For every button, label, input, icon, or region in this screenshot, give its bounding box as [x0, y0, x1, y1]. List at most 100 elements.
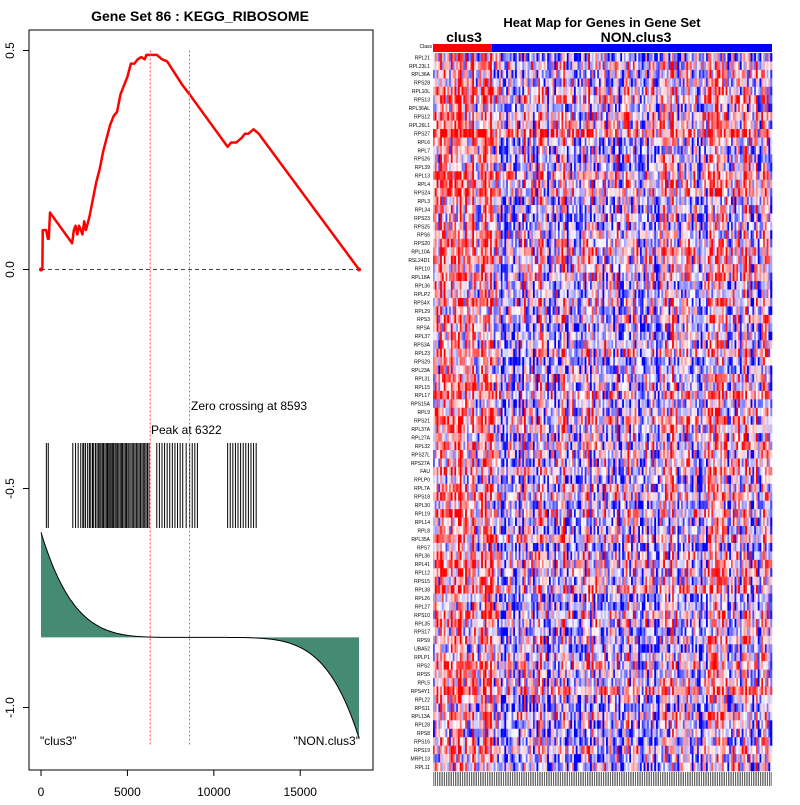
heatmap-cell [454, 298, 456, 307]
heatmap-cell [454, 433, 456, 442]
heatmap-cell [472, 129, 474, 138]
heatmap-cell [533, 323, 535, 332]
heatmap-cell [440, 61, 442, 70]
heatmap-cell [497, 492, 499, 501]
heatmap-cell [483, 501, 485, 510]
heatmap-cell [445, 695, 447, 704]
heatmap-cell [499, 146, 501, 155]
heatmap-cell [472, 349, 474, 358]
heatmap-cell [490, 205, 492, 214]
heatmap-cell [447, 222, 449, 231]
heatmap-cell [531, 87, 533, 96]
heatmap-cell [504, 433, 506, 442]
heatmap-cell [492, 720, 494, 729]
heatmap-cell [467, 687, 469, 696]
heatmap-cell [526, 306, 528, 315]
heatmap-cell [478, 475, 480, 484]
heatmap-cell [490, 644, 492, 653]
heatmap-cell [499, 568, 501, 577]
heatmap-cell [517, 670, 519, 679]
heatmap-cell [469, 247, 471, 256]
heatmap-cell [497, 137, 499, 146]
heatmap-cell [470, 239, 472, 248]
heatmap-cell [487, 408, 489, 417]
heatmap-cell [476, 543, 478, 552]
heatmap-cell [451, 349, 453, 358]
heatmap-cell [449, 53, 451, 62]
heatmap-cell [470, 171, 472, 180]
heatmap-cell [528, 644, 530, 653]
heatmap-cell [490, 256, 492, 265]
heatmap-cell [520, 366, 522, 375]
heatmap-cell [492, 374, 494, 383]
heatmap-cell [499, 501, 501, 510]
heatmap-cell [495, 653, 497, 662]
heatmap-cell [512, 61, 514, 70]
heatmap-cell [535, 197, 537, 206]
heatmap-cell [499, 104, 501, 113]
heatmap-cell [472, 585, 474, 594]
heatmap-cell [481, 543, 483, 552]
heatmap-cell [522, 560, 524, 569]
heatmap-cell [451, 636, 453, 645]
heatmap-cell [433, 619, 435, 628]
heatmap-cell [494, 467, 496, 476]
heatmap-cell [524, 526, 526, 535]
heatmap-cell [453, 61, 455, 70]
heatmap-cell [510, 374, 512, 383]
heatmap-cell [501, 467, 503, 476]
heatmap-cell [485, 213, 487, 222]
heatmap-cell [481, 433, 483, 442]
heatmap-cell [499, 746, 501, 755]
heatmap-cell [453, 661, 455, 670]
heatmap-cell [508, 391, 510, 400]
heatmap-cell [501, 627, 503, 636]
heatmap-cell [485, 146, 487, 155]
heatmap-cell [449, 425, 451, 434]
heatmap-cell [497, 95, 499, 104]
heatmap-cell [515, 290, 517, 299]
heatmap-cell [474, 560, 476, 569]
heatmap-cell [481, 349, 483, 358]
heatmap-cell [454, 391, 456, 400]
heatmap-cell [504, 112, 506, 121]
heatmap-cell [488, 695, 490, 704]
heatmap-cell [508, 636, 510, 645]
heatmap-cell [487, 492, 489, 501]
heatmap-cell [519, 247, 521, 256]
heatmap-cell [460, 636, 462, 645]
heatmap-cell [513, 290, 515, 299]
heatmap-cell [503, 619, 505, 628]
heatmap-cell [506, 670, 508, 679]
heatmap-cell [488, 509, 490, 518]
heatmap-cell [492, 247, 494, 256]
heatmap-cell [531, 332, 533, 341]
heatmap-cell [528, 661, 530, 670]
heatmap-cell [524, 509, 526, 518]
heatmap-cell [504, 163, 506, 172]
heatmap-cell [485, 737, 487, 746]
heatmap-cell [501, 399, 503, 408]
heatmap-cell [472, 636, 474, 645]
heatmap-cell [454, 290, 456, 299]
heatmap-cell [524, 763, 526, 772]
heatmap-cell [519, 627, 521, 636]
heatmap-cell [476, 653, 478, 662]
heatmap-cell [438, 171, 440, 180]
heatmap-cell [465, 712, 467, 721]
heatmap-cell [445, 534, 447, 543]
heatmap-cell [465, 636, 467, 645]
heatmap-cell [520, 70, 522, 79]
heatmap-cell [508, 644, 510, 653]
heatmap-cell [458, 121, 460, 130]
heatmap-cell [474, 416, 476, 425]
heatmap-cell [451, 458, 453, 467]
heatmap-cell [476, 518, 478, 527]
heatmap-cell [515, 61, 517, 70]
heatmap-cell [476, 763, 478, 772]
heatmap-cell [522, 78, 524, 87]
heatmap-cell [503, 146, 505, 155]
heatmap-cell [483, 729, 485, 738]
heatmap-cell [433, 577, 435, 586]
heatmap-cell [515, 416, 517, 425]
